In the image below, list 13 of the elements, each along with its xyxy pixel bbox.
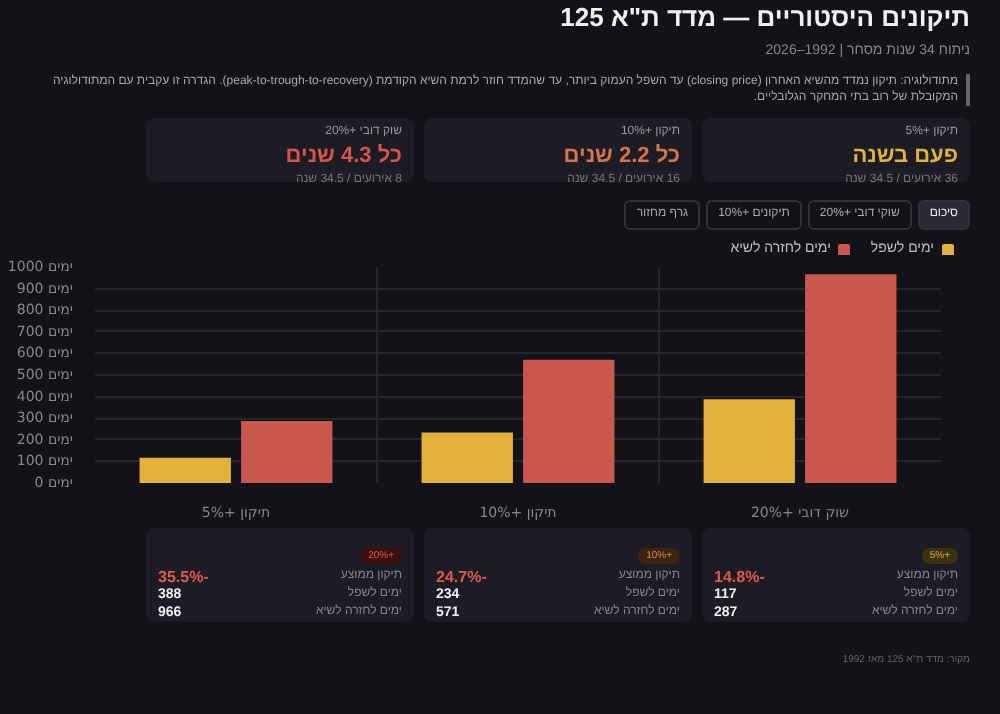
text: כל 4.3 שנים	[283, 141, 402, 172]
bar	[139, 457, 231, 483]
bar	[805, 274, 897, 483]
text: -35.5%	[158, 568, 209, 587]
text: -14.8%	[714, 568, 765, 587]
bar	[241, 421, 333, 483]
text: פעם בשנה	[850, 141, 958, 172]
bar	[523, 359, 615, 483]
text: כל 2.2 שנים	[561, 141, 680, 172]
bar	[421, 432, 513, 483]
text: -24.7%	[436, 568, 487, 587]
chart-title: תיקונים היסטוריים — מדד ת"א 125	[558, 0, 970, 36]
bar	[703, 399, 795, 483]
